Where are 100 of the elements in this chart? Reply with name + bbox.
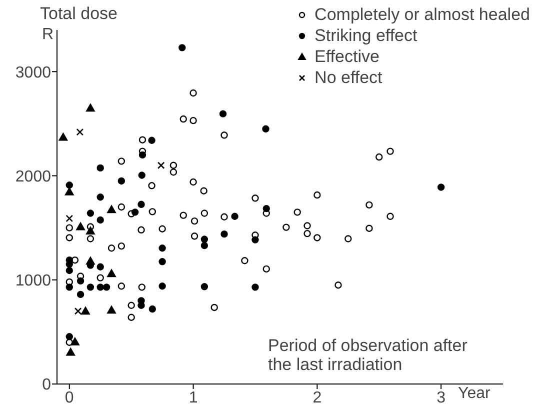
point <box>96 274 104 282</box>
point <box>190 116 197 124</box>
y-tick-label: 0 <box>42 376 52 394</box>
point <box>131 208 139 216</box>
point <box>252 194 259 202</box>
point <box>76 277 84 285</box>
point <box>66 266 73 274</box>
point <box>128 314 135 321</box>
point <box>66 333 73 340</box>
point <box>138 136 146 144</box>
point <box>262 204 270 212</box>
x-tick-label: 0 <box>64 389 74 406</box>
legend-label: No effect <box>314 67 382 88</box>
point <box>76 128 84 136</box>
point <box>138 151 146 159</box>
point <box>138 172 146 179</box>
point <box>282 224 290 231</box>
point <box>386 212 394 220</box>
point <box>148 182 156 190</box>
x-tick-label: 3 <box>436 389 446 406</box>
point <box>107 306 116 314</box>
point <box>70 337 80 346</box>
point <box>170 162 178 169</box>
point <box>96 216 104 224</box>
point <box>314 234 321 242</box>
point <box>118 203 126 211</box>
point <box>200 187 208 194</box>
y-axis-title: Total dose <box>40 4 118 24</box>
point <box>366 224 373 232</box>
point <box>190 89 197 97</box>
point <box>231 212 238 220</box>
point <box>86 256 95 265</box>
point <box>210 304 218 312</box>
point <box>200 283 208 290</box>
point <box>108 244 116 252</box>
point <box>180 212 187 219</box>
point <box>66 214 74 222</box>
point <box>80 306 90 315</box>
text: R <box>42 26 54 44</box>
point <box>190 232 198 240</box>
point <box>58 132 68 141</box>
point <box>76 290 84 298</box>
point <box>138 284 146 291</box>
point <box>386 148 394 155</box>
point <box>158 258 166 266</box>
y-tick-label: 1000 <box>15 272 52 290</box>
point <box>157 162 165 170</box>
point <box>118 282 126 290</box>
point <box>86 210 94 217</box>
point <box>376 153 383 161</box>
point <box>294 208 301 216</box>
point <box>96 194 104 201</box>
point <box>86 235 94 242</box>
point <box>220 132 228 139</box>
point <box>74 307 82 315</box>
point <box>170 168 178 176</box>
point <box>158 282 166 290</box>
point <box>102 284 110 291</box>
point <box>107 205 116 214</box>
point <box>138 226 145 234</box>
point <box>304 230 311 238</box>
point <box>118 242 126 250</box>
point <box>86 226 95 234</box>
point <box>158 244 166 252</box>
point <box>200 236 208 243</box>
point <box>138 200 145 208</box>
point <box>96 263 104 270</box>
point <box>180 115 187 123</box>
point <box>304 222 311 230</box>
point <box>200 210 208 217</box>
point <box>66 224 73 232</box>
point <box>314 191 321 199</box>
point <box>76 222 86 230</box>
point <box>344 235 352 242</box>
point <box>66 182 73 189</box>
point <box>148 208 156 216</box>
point <box>252 236 259 244</box>
x-tick-label: 2 <box>312 389 322 406</box>
y-tick-label: 2000 <box>15 168 52 186</box>
point <box>66 348 76 356</box>
point <box>148 305 156 313</box>
point <box>262 125 270 133</box>
point <box>118 158 126 165</box>
legend-label: Effective <box>314 46 380 67</box>
text: Year <box>458 385 490 403</box>
point <box>437 184 445 191</box>
point <box>252 284 259 291</box>
point <box>66 284 73 291</box>
point <box>219 110 227 118</box>
point <box>220 213 228 220</box>
point <box>96 164 104 172</box>
legend-label: Striking effect <box>314 25 418 46</box>
x-axis-title: Period of observation after the last irradiation <box>268 336 468 374</box>
point <box>200 242 208 250</box>
point <box>86 284 94 291</box>
point <box>366 201 373 209</box>
point <box>86 104 95 112</box>
point <box>96 284 104 291</box>
point <box>66 234 73 242</box>
legend-label: Completely or almost healed <box>314 4 530 25</box>
